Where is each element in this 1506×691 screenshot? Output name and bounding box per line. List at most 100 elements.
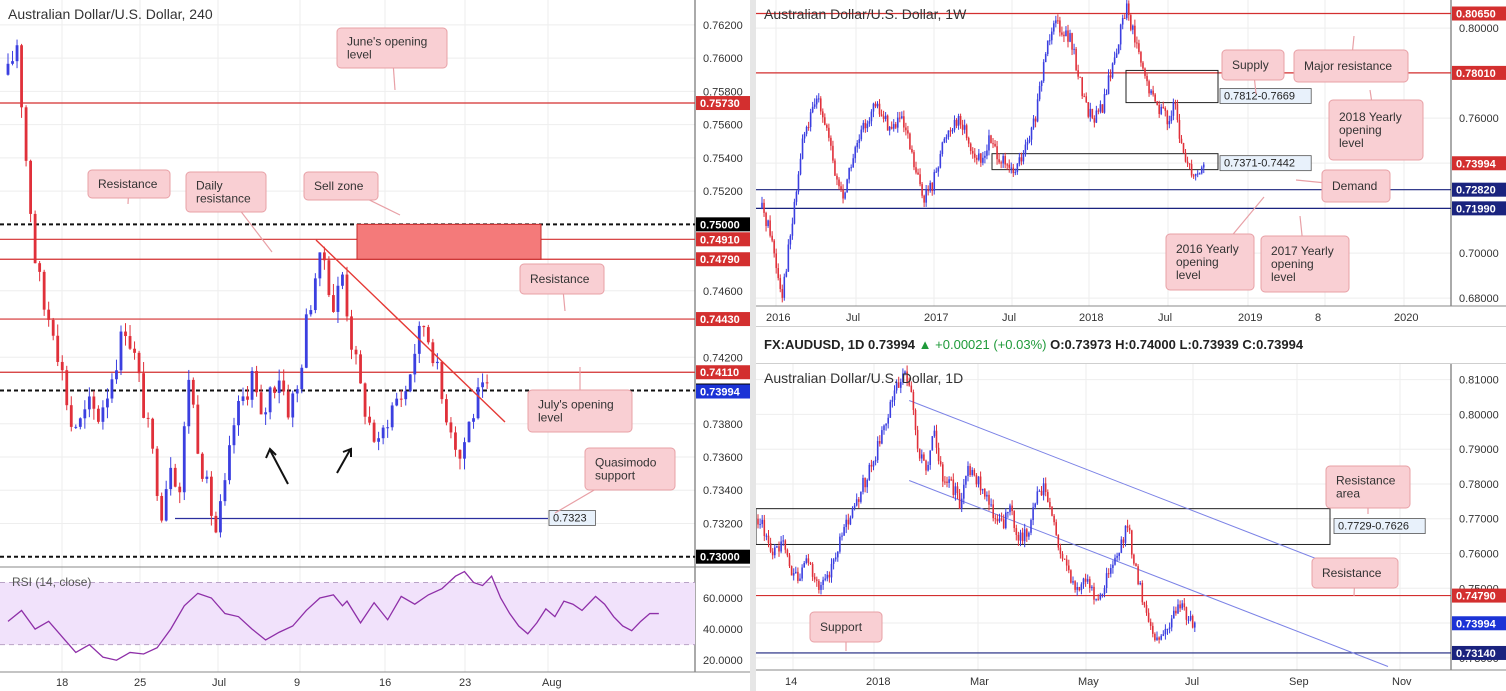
h4-candle: [463, 437, 466, 470]
daily-candle: [1173, 606, 1175, 619]
weekly-callout-2017-open-text: opening: [1271, 257, 1314, 271]
daily-candle: [1095, 598, 1097, 602]
weekly-candle: [1032, 115, 1035, 130]
weekly-candle: [915, 161, 917, 175]
h4-x-tick: Aug: [542, 677, 562, 689]
daily-channel-lower: [909, 480, 1389, 667]
h4-chart-panel[interactable]: 0.7323 June's opening level Resistance Daily…: [0, 0, 750, 691]
weekly-candle: [1198, 172, 1201, 175]
weekly-candle: [982, 151, 984, 166]
weekly-candle: [1079, 76, 1081, 78]
weekly-candle: [1156, 100, 1158, 106]
h4-candle: [160, 492, 164, 523]
h4-candle: [372, 419, 376, 444]
weekly-callout-demand: Demand: [1295, 169, 1391, 203]
weekly-candle: [927, 185, 929, 196]
weekly-candle: [888, 125, 891, 136]
weekly-candle: [1130, 13, 1132, 32]
daily-candle: [1036, 486, 1039, 506]
daily-candle: [843, 524, 845, 536]
weekly-candle: [1020, 152, 1023, 166]
h4-trendline: [315, 239, 506, 423]
daily-candle: [1124, 525, 1127, 547]
h4-price-tag-073000-label: 0.73000: [700, 552, 740, 564]
h4-candle: [268, 386, 272, 420]
daily-candle: [944, 476, 946, 485]
weekly-candle: [1046, 40, 1049, 57]
weekly-candle: [1089, 102, 1092, 122]
weekly-candle: [909, 132, 911, 150]
h4-arrow-icon: [336, 449, 351, 474]
weekly-candle: [826, 123, 828, 131]
weekly-candle: [1057, 14, 1059, 24]
weekly-chart-panel[interactable]: 0.7812-0.7669 0.7371-0.7442 Supply Major re…: [756, 0, 1506, 326]
daily-candle: [784, 539, 787, 554]
daily-candle: [820, 581, 822, 595]
weekly-price-tag-078010: 0.78010: [1452, 65, 1506, 80]
weekly-candle: [858, 134, 861, 149]
weekly-candle: [1042, 59, 1045, 83]
h4-candle: [29, 159, 32, 223]
h4-candle: [51, 317, 55, 341]
daily-candle: [765, 533, 768, 541]
weekly-candle: [1188, 163, 1191, 170]
daily-y-tick: 0.76000: [1459, 549, 1499, 561]
daily-callout-resistance-area-text: area: [1336, 487, 1360, 501]
daily-candle: [1074, 580, 1076, 593]
h4-candle: [187, 369, 191, 434]
weekly-candle: [813, 98, 816, 109]
h4-candle: [151, 417, 155, 454]
h4-candle: [255, 365, 258, 397]
daily-candle: [897, 376, 900, 388]
weekly-candle: [1166, 109, 1169, 131]
weekly-candle: [1097, 108, 1100, 115]
h4-candle: [381, 425, 385, 445]
h4-callout-july-open-text: level: [538, 411, 563, 425]
daily-chart-svg[interactable]: 0.7729-0.7626ResistanceareaResistanceSup…: [756, 364, 1506, 691]
daily-candle: [872, 460, 875, 471]
h4-candle: [363, 382, 367, 425]
daily-y-tick: 0.79000: [1459, 444, 1499, 456]
weekly-candle: [1121, 14, 1124, 30]
weekly-chart-svg[interactable]: 0.7812-0.7669 0.7371-0.7442 Supply Major re…: [756, 0, 1506, 326]
h4-candle: [178, 482, 182, 504]
daily-candle: [1023, 523, 1026, 548]
weekly-candle: [1006, 163, 1009, 170]
daily-candle: [879, 435, 881, 447]
weekly-candle: [1002, 153, 1004, 168]
daily-chart-panel[interactable]: 0.7729-0.7626 Resistance area Resistance Sup…: [756, 364, 1506, 691]
weekly-candle: [1148, 79, 1150, 97]
daily-candle: [801, 564, 803, 582]
h4-callout-sell-zone: Sell zone: [303, 171, 401, 216]
h4-price-tag-074790: 0.74790: [696, 252, 750, 267]
daily-candle: [1080, 582, 1083, 595]
h4-candle: [264, 407, 268, 425]
weekly-candle: [1115, 48, 1118, 58]
weekly-callout-2016-open-text: level: [1176, 268, 1201, 282]
h4-y-tick: 0.75600: [703, 120, 743, 132]
rsi-y-tick: 40.0000: [703, 624, 743, 636]
daily-candle: [1017, 531, 1020, 546]
h4-sell-zone: [356, 223, 542, 260]
daily-candle: [1152, 622, 1154, 638]
daily-candle: [1162, 630, 1165, 637]
daily-resistance-zone-value: 0.7729-0.7626: [1333, 518, 1426, 534]
weekly-candle: [1140, 50, 1142, 67]
weekly-candle: [1061, 26, 1063, 37]
h4-chart-title: Australian Dollar/U.S. Dollar, 240: [8, 6, 213, 22]
weekly-callout-2017-open-text: level: [1271, 270, 1296, 284]
h4-candle: [6, 53, 10, 76]
daily-candle: [1019, 529, 1022, 547]
weekly-candle: [1172, 98, 1175, 121]
daily-candle: [855, 493, 858, 507]
h4-x-tick: Jul: [212, 677, 226, 689]
weekly-candle: [1073, 43, 1075, 55]
h4-candle: [445, 394, 448, 426]
daily-candle: [996, 514, 999, 525]
h4-candle: [38, 261, 42, 282]
weekly-candle: [1087, 102, 1090, 119]
daily-candle: [1149, 618, 1152, 630]
weekly-candle: [771, 231, 773, 243]
h4-candle: [309, 305, 313, 317]
